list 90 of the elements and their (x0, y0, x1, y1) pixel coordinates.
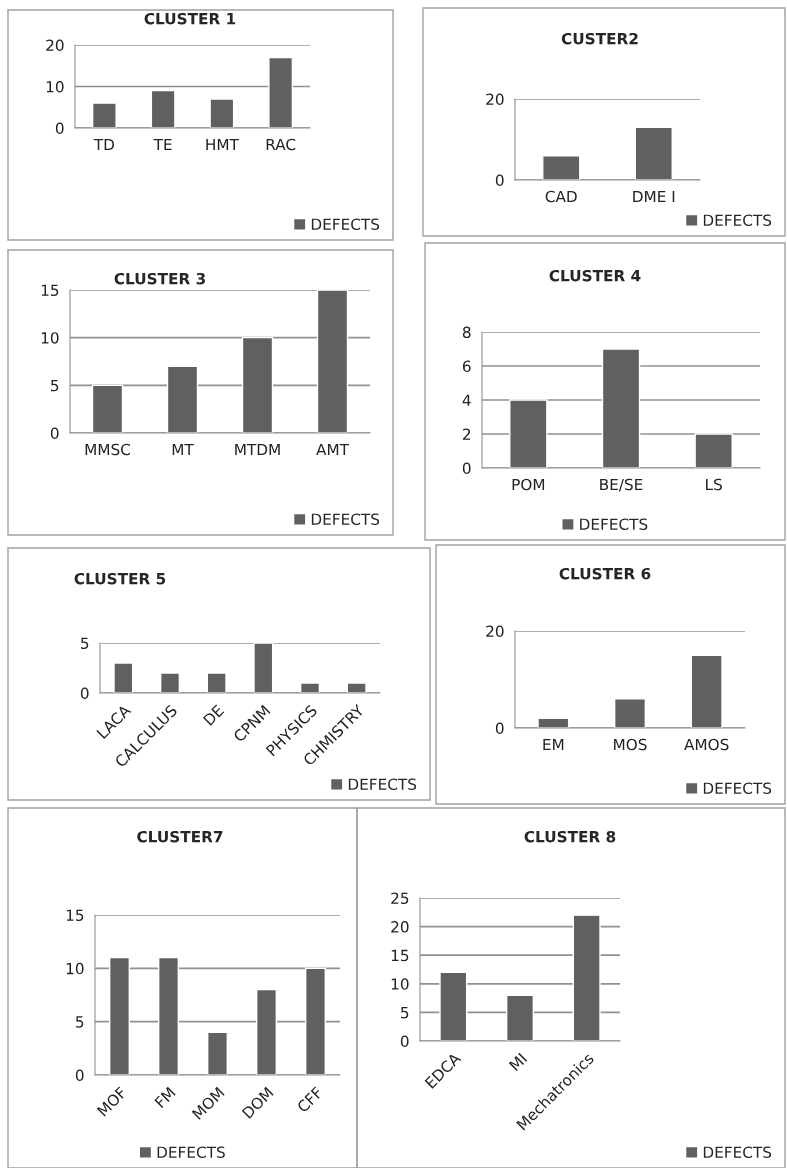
y-tick-label: 15 (41, 284, 59, 297)
y-tick-label: 15 (391, 949, 409, 962)
y-tick-label: 10 (41, 332, 59, 344)
y-tick-label: 20 (391, 921, 409, 933)
chart-title: CLUSTER 1 (144, 12, 236, 25)
chart-title: CLUSTER 5 (74, 572, 166, 585)
bar (113, 662, 134, 693)
x-tick-label: POM (512, 478, 545, 491)
x-tick-label: BE/SE (600, 478, 643, 492)
bar (91, 102, 117, 128)
x-tick-label: MT (172, 443, 194, 456)
legend-label: DEFECTS (580, 518, 648, 530)
x-tick-label: TE (153, 138, 172, 151)
x-tick-label: FM (154, 1086, 176, 1109)
chart-title: CLUSTER 3 (114, 272, 205, 285)
y-tick-label: 20 (486, 93, 504, 106)
bar (439, 971, 468, 1041)
x-tick-label: MOS (614, 738, 647, 751)
legend-label: DEFECTS (703, 1146, 772, 1158)
bar (268, 56, 294, 128)
y-tick-label: 5 (401, 1007, 409, 1019)
y-tick-label: 5 (76, 1016, 84, 1028)
bar (109, 956, 130, 1075)
x-tick-label: DME I (633, 190, 675, 203)
x-tick-label: TD (93, 138, 115, 151)
y-tick-label: 10 (391, 978, 409, 990)
y-tick-label: 4 (462, 394, 471, 406)
y-tick-label: 0 (75, 1069, 84, 1082)
bar (253, 643, 274, 693)
legend-label: DEFECTS (703, 214, 772, 226)
bar (299, 682, 321, 693)
y-tick-label: 10 (66, 962, 84, 975)
x-tick-label: RAC (266, 138, 296, 151)
y-tick-label: 6 (462, 360, 471, 373)
x-tick-label: MTDM (235, 443, 280, 456)
y-tick-label: 8 (462, 326, 471, 339)
y-tick-label: 0 (400, 1035, 409, 1048)
legend-label: DEFECTS (703, 782, 772, 794)
x-tick-label: MMSC (85, 443, 131, 456)
y-tick-label: 15 (66, 909, 84, 922)
y-tick-label: 10 (46, 80, 64, 93)
y-tick-label: 25 (391, 892, 409, 905)
bar (305, 967, 326, 1075)
x-tick-label: EM (543, 738, 564, 751)
x-tick-label: LS (706, 478, 722, 491)
y-tick-label: 0 (80, 687, 89, 700)
x-tick-label: AMT (316, 443, 350, 456)
y-tick-label: 20 (46, 39, 64, 52)
y-tick-label: 0 (495, 174, 504, 187)
bar (509, 399, 548, 468)
bar (346, 682, 367, 693)
y-tick-label: 0 (55, 122, 64, 135)
bar (256, 988, 277, 1075)
y-tick-label: 0 (50, 427, 59, 440)
x-tick-label: AMOS (684, 738, 729, 751)
y-tick-label: 2 (462, 428, 471, 440)
bar (206, 672, 227, 693)
y-tick-label: 5 (51, 380, 59, 392)
bar (166, 365, 199, 433)
chart-title: CLUSTER 8 (524, 830, 616, 843)
legend-label: DEFECTS (348, 778, 417, 790)
x-tick-label: CAD (545, 190, 577, 203)
y-tick-label: 5 (81, 637, 89, 650)
x-tick-label: HMT (206, 138, 239, 151)
bar (91, 384, 124, 433)
bar (694, 433, 733, 468)
bar (241, 336, 274, 433)
bar (613, 698, 647, 728)
y-tick-label: 20 (486, 625, 504, 638)
bar (316, 290, 349, 433)
legend-label: DEFECTS (311, 218, 380, 230)
chart-title: CLUSTER 6 (559, 567, 651, 580)
y-tick-label: 0 (462, 462, 471, 475)
chart-title: CLUSTER 4 (549, 269, 641, 282)
bar (159, 672, 181, 693)
bar (505, 994, 535, 1041)
bar (158, 956, 179, 1075)
bar (601, 348, 641, 468)
bar (690, 654, 723, 728)
bar (150, 89, 176, 128)
chart-title: CUSTER2 (561, 32, 638, 45)
y-tick-label: 0 (495, 722, 504, 735)
bar (209, 98, 235, 128)
legend-label: DEFECTS (157, 1146, 225, 1158)
bar (572, 914, 601, 1041)
bar (207, 1031, 228, 1075)
chart-title: CLUSTER7 (137, 830, 223, 843)
legend-label: DEFECTS (311, 513, 380, 525)
x-tick-label: CFF (296, 1086, 324, 1114)
x-tick-label: DE (202, 704, 225, 726)
